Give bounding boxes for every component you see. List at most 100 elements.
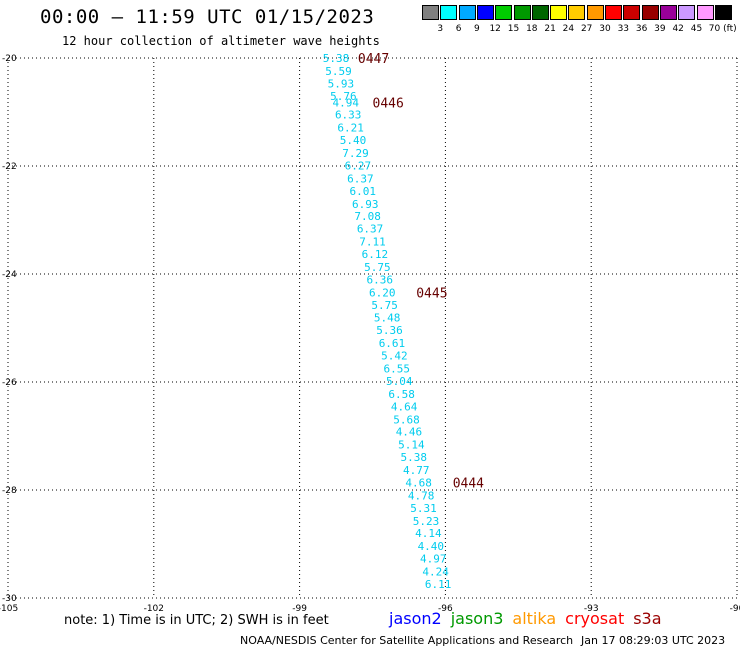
- color-swatch: [678, 5, 696, 20]
- generation-timestamp: Jan 17 08:29:03 UTC 2023: [581, 634, 726, 647]
- swh-value: 5.68: [393, 413, 420, 426]
- swh-value: 6.55: [384, 363, 411, 376]
- color-swatch: [568, 5, 586, 20]
- color-scale-label: 6: [455, 24, 462, 34]
- color-scale-label: 33: [617, 24, 630, 34]
- swh-value: 6.01: [350, 185, 377, 198]
- swh-value: 6.11: [425, 578, 452, 591]
- swh-value: 5.38: [323, 52, 350, 65]
- color-swatch: [531, 5, 549, 20]
- color-swatch: [714, 5, 732, 20]
- color-swatch: [550, 5, 568, 20]
- color-swatch: [495, 5, 513, 20]
- swh-value: 6.21: [337, 122, 364, 135]
- color-swatch: [659, 5, 677, 20]
- swh-value: 5.76: [330, 90, 357, 103]
- color-scale-label: 12: [489, 24, 501, 34]
- color-swatch: [422, 5, 439, 20]
- satellite-name: jason3: [450, 609, 504, 628]
- x-tick-label: -102: [144, 604, 164, 614]
- swh-value: 5.04: [386, 375, 413, 388]
- swh-value: 6.20: [369, 286, 396, 299]
- swh-value: 6.33: [335, 109, 362, 122]
- swh-value: 4.78: [408, 489, 435, 502]
- satellite-legend: jason2 jason3 altika cryosat s3a: [389, 609, 671, 628]
- y-tick-label: -24: [2, 270, 17, 280]
- color-swatch: [696, 5, 714, 20]
- color-scale-label: 39: [654, 24, 666, 34]
- color-swatch: [513, 5, 531, 20]
- swh-value: 4.97: [420, 553, 447, 566]
- swh-value: 6.27: [345, 159, 372, 172]
- color-scale-label: 18: [526, 24, 538, 34]
- color-swatch: [623, 5, 641, 20]
- x-tick-label: -90: [730, 604, 740, 614]
- swh-value: 7.29: [342, 147, 369, 160]
- swh-value: 5.75: [371, 299, 398, 312]
- y-tick-label: -20: [2, 54, 17, 64]
- color-swatch: [641, 5, 659, 20]
- credit-line: NOAA/NESDIS Center for Satellite Applica…: [240, 634, 574, 647]
- swh-value: 5.36: [376, 324, 403, 337]
- swh-value: 6.93: [352, 198, 379, 211]
- x-tick-label: -105: [0, 604, 18, 614]
- color-scale-label: 30: [599, 24, 611, 34]
- color-scale-label: 3: [437, 24, 444, 34]
- swh-value: 6.61: [379, 337, 406, 350]
- pass-time-label: 0446: [373, 96, 404, 111]
- pass-time-label: 0445: [416, 286, 447, 301]
- swh-value: 4.77: [403, 464, 430, 477]
- satellite-name: jason2: [389, 609, 442, 628]
- color-scale-label: 45: [690, 24, 703, 34]
- swh-value: 5.40: [340, 134, 367, 147]
- swh-value: 5.23: [413, 515, 440, 528]
- color-swatch: [458, 5, 476, 20]
- swh-value: 7.08: [354, 210, 381, 223]
- swh-value: 5.14: [398, 439, 425, 452]
- satellite-name: altika: [512, 609, 557, 628]
- color-scale-label: 36: [635, 24, 648, 34]
- color-scale-label: 70 (ft): [708, 24, 737, 34]
- swh-value: 6.58: [388, 388, 415, 401]
- y-tick-label: -28: [2, 486, 17, 496]
- swh-value: 6.37: [357, 223, 384, 236]
- swh-value: 6.36: [367, 273, 394, 286]
- swh-value: 4.46: [396, 426, 423, 439]
- color-swatch: [440, 5, 458, 20]
- swh-value: 4.68: [405, 476, 432, 489]
- color-scale-label: 9: [474, 24, 480, 34]
- swh-value: 4.64: [391, 400, 418, 413]
- swh-value: 5.31: [410, 502, 437, 515]
- swh-value: 5.48: [374, 312, 401, 325]
- color-swatch: [605, 5, 622, 20]
- x-tick-label: -93: [584, 604, 599, 614]
- footer-note: note: 1) Time is in UTC; 2) SWH is in fe…: [64, 613, 329, 628]
- chart-subtitle: 12 hour collection of altimeter wave hei…: [62, 34, 380, 48]
- x-tick-label: -99: [292, 604, 307, 614]
- color-scale-label: 24: [562, 24, 575, 34]
- chart-title: 00:00 — 11:59 UTC 01/15/2023: [40, 6, 375, 28]
- pass-time-label: 0447: [358, 52, 389, 67]
- color-scale-label: 15: [507, 24, 520, 34]
- swh-value: 4.94: [333, 96, 360, 109]
- satellite-name: s3a: [633, 609, 662, 628]
- pass-time-label: 0444: [453, 476, 484, 491]
- swh-value: 7.11: [359, 236, 386, 249]
- swh-value: 5.75: [364, 261, 391, 274]
- y-tick-label: -30: [2, 594, 17, 604]
- swh-value: 6.37: [347, 172, 374, 185]
- swh-value: 4.14: [415, 527, 442, 540]
- swh-value: 5.38: [401, 451, 428, 464]
- x-tick-label: -96: [438, 604, 453, 614]
- y-tick-label: -26: [2, 378, 17, 388]
- satellite-name: cryosat: [565, 609, 625, 628]
- color-scale-label: 21: [544, 24, 556, 34]
- color-swatch: [476, 5, 494, 20]
- swh-value: 5.93: [328, 77, 355, 90]
- swh-value: 5.59: [325, 65, 352, 78]
- y-tick-label: -22: [2, 162, 17, 172]
- color-scale-label: 42: [672, 24, 684, 34]
- swh-value: 5.42: [381, 350, 408, 363]
- color-swatch: [586, 5, 604, 20]
